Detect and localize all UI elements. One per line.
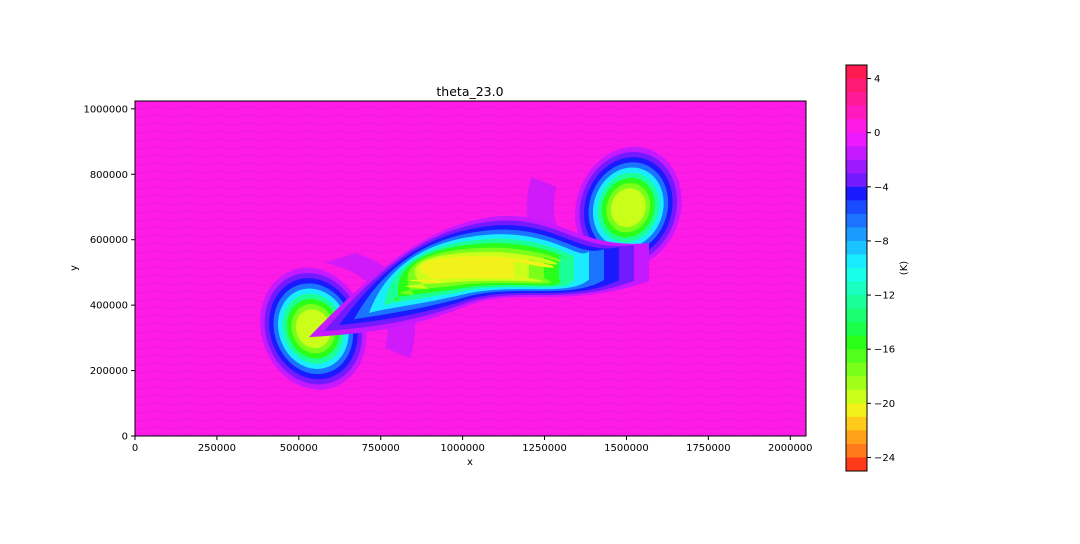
colorbar-swatch	[846, 105, 867, 120]
left-vortex	[260, 253, 416, 390]
colorbar-swatch	[846, 389, 867, 404]
colorbar-swatch	[846, 78, 867, 93]
y-tick-label: 200000	[90, 366, 128, 377]
central-filament	[309, 215, 650, 338]
x-tick-label: 250000	[198, 443, 236, 454]
colorbar-swatch	[846, 227, 867, 242]
colorbar-swatch	[846, 65, 867, 79]
x-tick-label: 1250000	[522, 443, 567, 454]
colorbar-swatch	[846, 349, 867, 364]
colorbar-swatch	[846, 335, 867, 350]
x-tick-label: 0	[132, 443, 138, 454]
colorbar-frame	[845, 64, 868, 472]
colorbar-tick-label: 4	[874, 74, 880, 85]
colorbar-swatch	[846, 362, 867, 377]
x-tick-label: 1500000	[604, 443, 649, 454]
colorbar-swatch	[846, 213, 867, 228]
colorbar-swatch	[846, 430, 867, 445]
x-tick-label: 2000000	[768, 443, 813, 454]
colorbar-swatch	[846, 322, 867, 337]
contour-band	[410, 256, 555, 284]
plot-frame	[134, 100, 807, 437]
colorbar-swatch	[846, 240, 867, 255]
colorbar-swatch	[846, 457, 867, 472]
y-tick-label: 800000	[90, 170, 128, 181]
colorbar-swatch	[846, 443, 867, 458]
x-axis-label: x	[467, 457, 473, 468]
contour-band	[295, 309, 331, 349]
colorbar-swatch	[846, 132, 867, 147]
colorbar-swatch	[846, 281, 867, 296]
colorbar-swatch	[846, 416, 867, 431]
colorbar-swatch	[846, 146, 867, 161]
right-vortex	[526, 146, 682, 282]
colorbar-tick-label: 0	[874, 128, 880, 139]
colorbar-swatch	[846, 119, 867, 134]
y-axis-label: y	[69, 265, 80, 271]
y-tick-label: 600000	[90, 235, 128, 246]
x-tick-label: 1750000	[686, 443, 731, 454]
colorbar-tick-label: −16	[874, 345, 895, 356]
plot-area	[134, 100, 807, 437]
y-tick-label: 1000000	[83, 104, 128, 115]
colorbar-swatch	[846, 159, 867, 174]
colorbar-tick-label: −12	[874, 291, 895, 302]
contour-band	[610, 188, 646, 228]
y-axis: 0 200000 400000 600000 800000 1000000	[83, 104, 135, 443]
colorbar-label: (K)	[899, 261, 910, 275]
colorbar-tick-label: −24	[874, 453, 895, 464]
x-tick-label: 1000000	[440, 443, 485, 454]
colorbar-swatch	[846, 403, 867, 418]
colorbar-tick-label: −8	[874, 236, 889, 247]
colorbar-tick-label: −20	[874, 399, 895, 410]
colorbar-swatch	[846, 173, 867, 188]
x-tick-label: 500000	[280, 443, 318, 454]
colorbar-swatch	[846, 254, 867, 269]
colorbar: 4 0 −4 −8 −12 −16 −20 −24	[845, 64, 895, 472]
colorbar-swatch	[846, 268, 867, 282]
colorbar-swatch	[846, 186, 867, 201]
x-axis: 0 250000 500000 750000 1000000 1250000 1500000…	[132, 436, 813, 454]
field-contours	[260, 146, 682, 390]
colorbar-swatch	[846, 200, 867, 215]
colorbar-tick-label: −4	[874, 182, 889, 193]
x-tick-label: 750000	[362, 443, 400, 454]
y-tick-label: 400000	[90, 301, 128, 312]
colorbar-swatch	[846, 376, 867, 391]
colorbar-swatch	[846, 308, 867, 323]
y-tick-label: 0	[122, 432, 128, 443]
chart-title: theta_23.0	[436, 84, 503, 99]
colorbar-swatch	[846, 295, 867, 309]
colorbar-swatch	[846, 92, 867, 106]
